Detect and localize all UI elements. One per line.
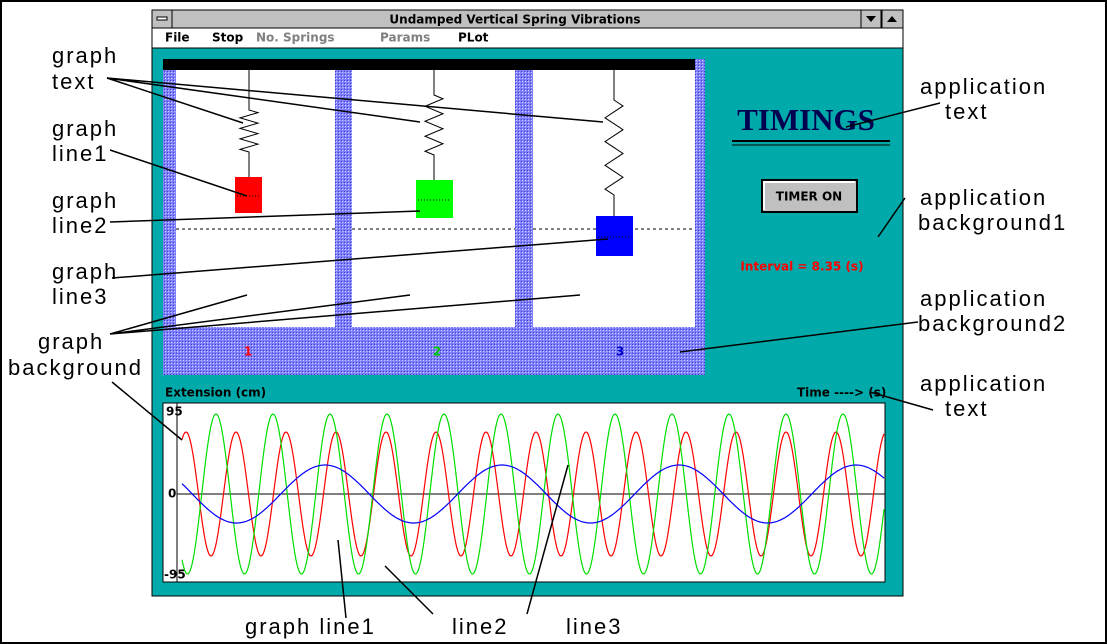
- y-tick-label: 95: [166, 405, 183, 419]
- timer-button[interactable]: TIMER ON: [762, 180, 857, 212]
- mass-red: [235, 177, 262, 213]
- annotation: graph: [52, 259, 118, 284]
- window-title: Undamped Vertical Spring Vibrations: [389, 13, 640, 27]
- annotation: background2: [918, 311, 1067, 336]
- spring-label: 1: [244, 345, 252, 359]
- annotation: line2: [452, 614, 508, 639]
- system-menu-icon: [157, 17, 167, 20]
- annotation: application: [920, 185, 1047, 210]
- annotation: application: [920, 371, 1047, 396]
- menu-item[interactable]: Stop: [212, 31, 244, 45]
- annotation: background1: [918, 210, 1067, 235]
- annotation: text: [52, 69, 95, 94]
- annotation: line1: [52, 141, 108, 166]
- ceiling: [163, 59, 695, 70]
- spring-label: 3: [616, 345, 624, 359]
- annotation: graph: [52, 43, 118, 68]
- annotation: graph: [52, 116, 118, 141]
- menu-item[interactable]: No. Springs: [256, 31, 335, 45]
- menu-item[interactable]: File: [165, 31, 190, 45]
- annotation: text: [945, 99, 988, 124]
- interval-text: Interval = 8.35 (s): [740, 260, 863, 274]
- annotation: line2: [52, 213, 108, 238]
- screenshot: Undamped Vertical Spring Vibrations File…: [0, 0, 1107, 644]
- annotation: line3: [52, 284, 108, 309]
- annotation: application: [920, 286, 1047, 311]
- y-axis-label: Extension (cm): [165, 386, 266, 400]
- menu-item[interactable]: PLot: [458, 31, 489, 45]
- mass-blue: [596, 216, 633, 256]
- annotation: line3: [566, 614, 622, 639]
- y-tick-label: -95: [164, 568, 186, 582]
- annotation: text: [945, 396, 988, 421]
- annotation: background: [8, 355, 143, 380]
- mass-green: [416, 180, 453, 218]
- annotation: application: [920, 74, 1047, 99]
- y-tick-label: 0: [168, 487, 176, 501]
- annotation: graph: [52, 188, 118, 213]
- annotation: graph: [38, 329, 104, 354]
- spring-label: 2: [433, 345, 441, 359]
- button-label[interactable]: TIMER ON: [776, 190, 842, 204]
- timings-heading: TIMINGS: [737, 102, 875, 137]
- menu-item[interactable]: Params: [380, 31, 430, 45]
- annotation: graph line1: [245, 614, 376, 639]
